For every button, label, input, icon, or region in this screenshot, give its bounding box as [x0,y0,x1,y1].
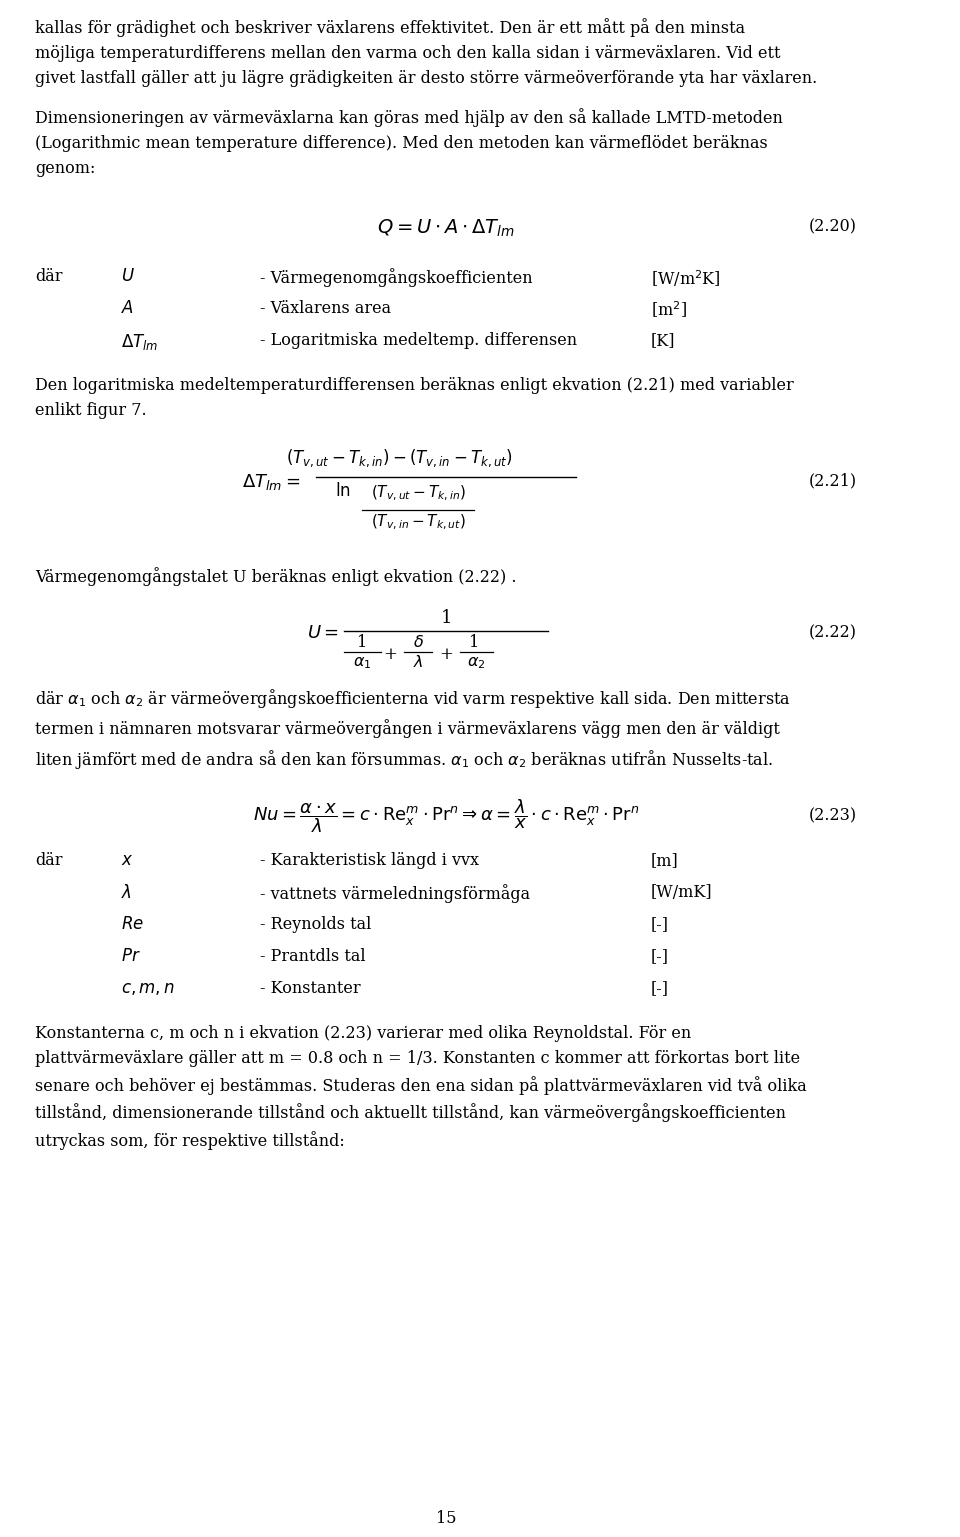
Text: där: där [36,267,62,284]
Text: (2.21): (2.21) [808,472,856,489]
Text: - Konstanter: - Konstanter [260,981,361,998]
Text: $c,m,n$: $c,m,n$ [121,981,175,998]
Text: [-]: [-] [651,916,668,933]
Text: $x$: $x$ [121,851,133,868]
Text: [m]: [m] [651,851,679,868]
Text: $Nu = \dfrac{\alpha \cdot x}{\lambda} = c \cdot \mathrm{Re}_x^m \cdot \mathrm{Pr: $Nu = \dfrac{\alpha \cdot x}{\lambda} = … [252,798,639,835]
Text: kallas för grädighet och beskriver växlarens effektivitet. Den är ett mått på de: kallas för grädighet och beskriver växla… [36,18,818,86]
Text: Dimensioneringen av värmeväxlarna kan göras med hjälp av den så kallade LMTD-met: Dimensioneringen av värmeväxlarna kan gö… [36,108,783,177]
Text: [-]: [-] [651,948,668,965]
Text: $\left(T_{v,in}-T_{k,ut}\right)$: $\left(T_{v,in}-T_{k,ut}\right)$ [371,513,466,532]
Text: $Q = U \cdot A \cdot \Delta T_{lm}$: $Q = U \cdot A \cdot \Delta T_{lm}$ [377,218,516,240]
Text: - Växlarens area: - Växlarens area [260,300,392,317]
Text: - Prantdls tal: - Prantdls tal [260,948,366,965]
Text: Värmegenomgångstalet U beräknas enligt ekvation (2.22) .: Värmegenomgångstalet U beräknas enligt e… [36,567,516,586]
Text: $\alpha_2$: $\alpha_2$ [467,655,485,672]
Text: $\left(T_{v,ut}-T_{k,in}\right)-\left(T_{v,in}-T_{k,ut}\right)$: $\left(T_{v,ut}-T_{k,in}\right)-\left(T_… [286,447,513,469]
Text: - Logaritmiska medeltemp. differensen: - Logaritmiska medeltemp. differensen [260,332,577,349]
Text: Konstanterna c, m och n i ekvation (2.23) varierar med olika Reynoldstal. För en: Konstanterna c, m och n i ekvation (2.23… [36,1025,807,1150]
Text: $Re$: $Re$ [121,916,144,933]
Text: $\alpha_1$: $\alpha_1$ [353,655,372,672]
Text: [K]: [K] [651,332,675,349]
Text: [m$^2$]: [m$^2$] [651,300,686,321]
Text: $\lambda$: $\lambda$ [413,655,423,672]
Text: Den logaritmiska medeltemperaturdifferensen beräknas enligt ekvation (2.21) med : Den logaritmiska medeltemperaturdifferen… [36,377,794,418]
Text: $\Delta T_{lm} =$: $\Delta T_{lm} =$ [242,472,300,492]
Text: 1: 1 [357,633,368,652]
Text: +: + [383,646,397,662]
Text: där $\alpha_1$ och $\alpha_2$ är värmeövergångskoefficienterna vid varm respekti: där $\alpha_1$ och $\alpha_2$ är värmeöv… [36,687,791,772]
Text: (2.23): (2.23) [808,807,856,824]
Text: [-]: [-] [651,981,668,998]
Text: - Karakteristisk längd i vvx: - Karakteristisk längd i vvx [260,851,479,868]
Text: (2.22): (2.22) [808,624,856,641]
Text: 15: 15 [436,1509,456,1526]
Text: - Värmegenomgångskoefficienten: - Värmegenomgångskoefficienten [260,267,533,287]
Text: $Pr$: $Pr$ [121,948,140,965]
Text: [W/m$^2$K]: [W/m$^2$K] [651,267,720,289]
Text: - vattnets värmeledningsförmåga: - vattnets värmeledningsförmåga [260,884,530,902]
Text: $\Delta T_{lm}$: $\Delta T_{lm}$ [121,332,158,352]
Text: $U =$: $U =$ [307,624,339,642]
Text: 1: 1 [441,609,452,627]
Text: (2.20): (2.20) [808,218,856,235]
Text: $\left(T_{v,ut}-T_{k,in}\right)$: $\left(T_{v,ut}-T_{k,in}\right)$ [371,484,466,503]
Text: [W/mK]: [W/mK] [651,884,712,901]
Text: $\lambda$: $\lambda$ [121,884,132,902]
Text: - Reynolds tal: - Reynolds tal [260,916,372,933]
Text: $\delta$: $\delta$ [413,633,423,652]
Text: $U$: $U$ [121,267,134,284]
Text: +: + [440,646,453,662]
Text: 1: 1 [468,633,479,652]
Text: $A$: $A$ [121,300,134,317]
Text: där: där [36,851,62,868]
Text: $\ln$: $\ln$ [335,483,350,500]
